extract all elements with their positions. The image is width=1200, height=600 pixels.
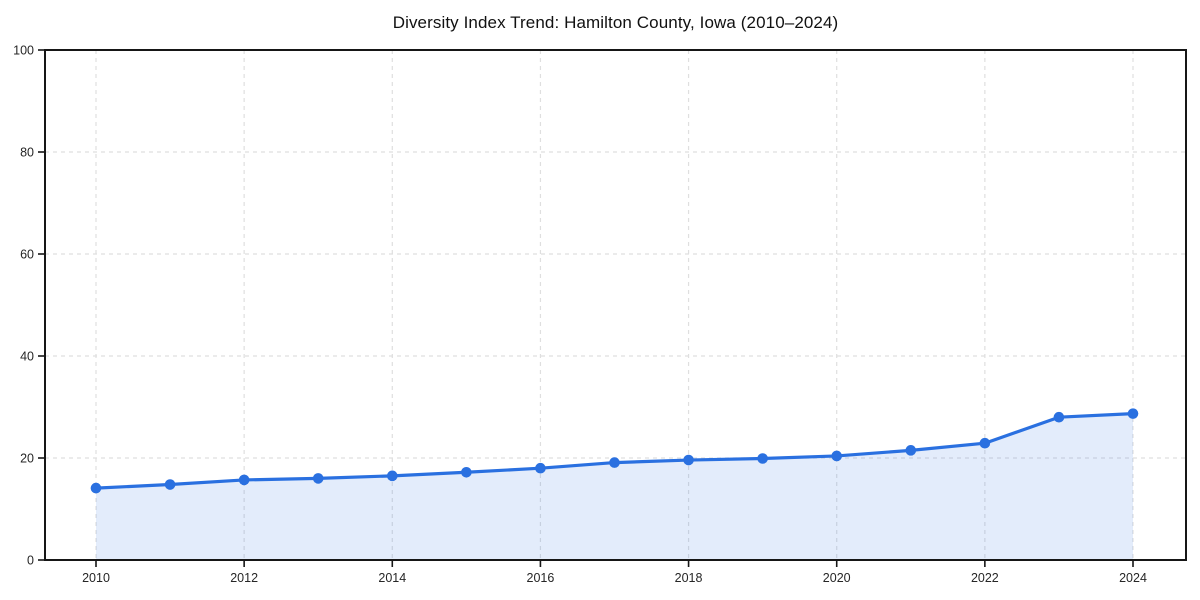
- data-point: [757, 453, 768, 464]
- data-point: [535, 462, 546, 474]
- x-tick-label: 2018: [675, 571, 703, 585]
- y-tick-label: 100: [13, 44, 34, 58]
- y-tick-label: 40: [20, 350, 34, 364]
- data-point: [609, 457, 620, 468]
- x-tick-label: 2012: [230, 571, 258, 585]
- area-fill: [96, 413, 1133, 560]
- data-point: [831, 450, 843, 462]
- data-point: [164, 479, 176, 490]
- y-tick-label: 0: [27, 554, 34, 568]
- data-point: [1053, 411, 1065, 423]
- data-point: [683, 454, 694, 466]
- y-tick-label: 20: [20, 452, 34, 466]
- x-tick-label: 2010: [82, 571, 110, 585]
- y-tick-label: 60: [20, 248, 34, 262]
- x-tick-label: 2016: [527, 571, 555, 585]
- data-point: [386, 470, 398, 482]
- data-point: [90, 482, 102, 494]
- data-point: [1127, 408, 1139, 419]
- x-tick-label: 2014: [378, 571, 406, 585]
- x-tick-label: 2022: [971, 571, 999, 585]
- data-point: [238, 474, 250, 486]
- chart-title: Diversity Index Trend: Hamilton County, …: [392, 13, 839, 32]
- x-tick-label: 2020: [823, 571, 851, 585]
- data-point: [905, 445, 917, 456]
- axes-box: [44, 49, 1187, 561]
- x-tick-label: 2024: [1119, 571, 1147, 585]
- data-point: [312, 473, 324, 484]
- data-point: [979, 437, 991, 449]
- data-point: [461, 466, 472, 478]
- y-tick-label: 80: [20, 146, 34, 160]
